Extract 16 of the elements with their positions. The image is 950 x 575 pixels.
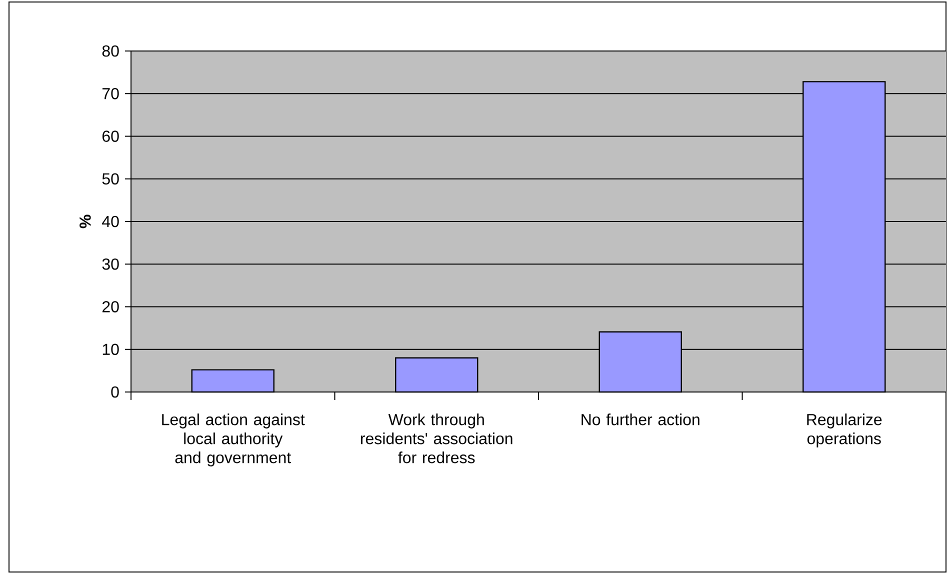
x-tick-label: Work through residents' association for redress: [361, 414, 512, 464]
x-tick-label: Legal action against local authority and government: [162, 414, 305, 466]
y-tick-label: 20: [102, 301, 119, 312]
y-tick-label: 30: [102, 258, 119, 270]
y-tick-label: 50: [102, 173, 119, 185]
y-tick-label: 80: [102, 45, 119, 57]
y-axis-title: %: [80, 214, 91, 228]
x-tick-label: Regularize operations: [807, 414, 882, 448]
bar: [191, 369, 274, 393]
y-tick-label: 10: [102, 344, 119, 356]
y-tick-label: 60: [102, 130, 119, 142]
y-tick-label: 40: [102, 216, 119, 228]
y-tick-label: 0: [111, 386, 119, 398]
bar: [395, 357, 478, 393]
x-tick-label: No further action: [582, 414, 700, 426]
y-tick-label: 70: [102, 88, 119, 100]
